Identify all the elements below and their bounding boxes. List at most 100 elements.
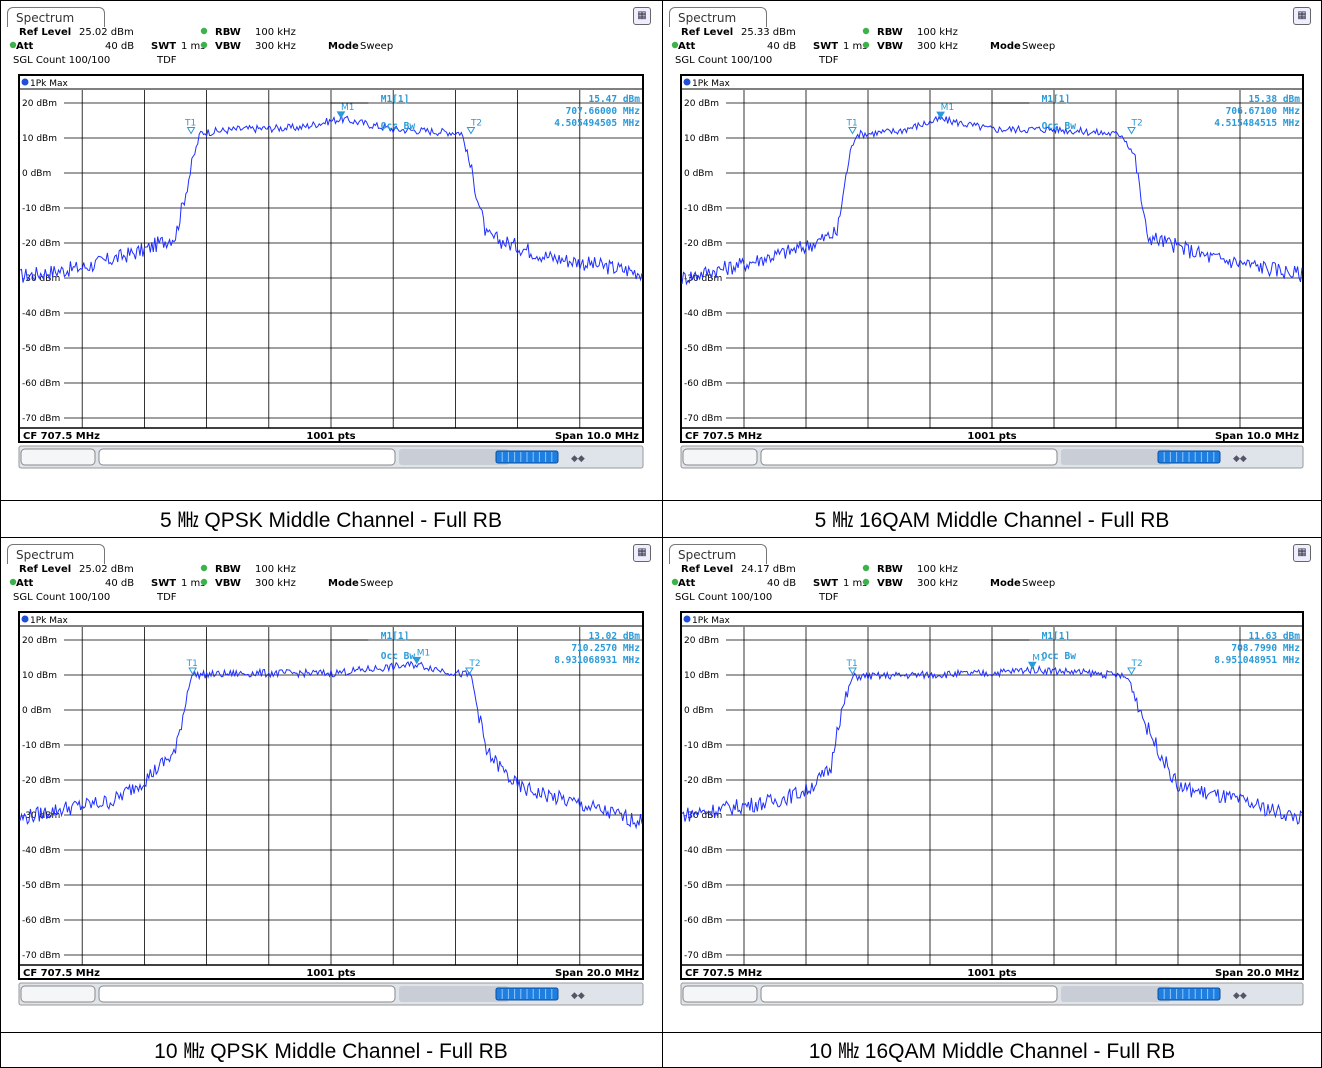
points-label: 1001 pts <box>967 968 1016 979</box>
trace-settings-icon[interactable]: ▦ <box>1293 7 1311 25</box>
marker-t1-symbol[interactable] <box>848 667 857 675</box>
y-tick-label: 0 dBm <box>22 169 51 179</box>
y-tick-label: -50 dBm <box>684 344 722 354</box>
spectrum-tab[interactable]: Spectrum <box>7 7 105 27</box>
spectrum-tab[interactable]: Spectrum <box>669 7 767 27</box>
y-tick-label: 20 dBm <box>22 99 57 109</box>
spectrum-tab[interactable]: Spectrum <box>669 544 767 564</box>
marker-t2-label: T2 <box>468 659 480 669</box>
y-tick-label: -30 dBm <box>22 811 60 821</box>
marker-m1-symbol[interactable] <box>1027 661 1037 670</box>
y-tick-label: 0 dBm <box>684 169 713 179</box>
y-tick-label: -20 dBm <box>22 239 60 249</box>
status-field-2 <box>760 448 1058 466</box>
y-tick-label: -60 dBm <box>684 379 722 389</box>
marker-m1-label: M1 <box>417 648 431 658</box>
m1-frequency: 706.67100 MHz <box>1226 106 1301 117</box>
header-vbw-label: VBW <box>215 578 241 589</box>
spectrum-screenshot-3: Spectrum ▦ Ref Level 25.02 dBm Att 40 dB SWT 1 … <box>5 542 657 1027</box>
header-ref-level: 25.02 dBm <box>79 564 134 575</box>
header-vbw: 300 kHz <box>255 578 296 589</box>
header-rbw-label: RBW <box>215 27 241 38</box>
header-att-label: Att <box>16 578 34 589</box>
trace-1pk-max <box>681 664 1303 825</box>
header-rbw: 100 kHz <box>917 564 958 575</box>
status-field-3 <box>1061 986 1171 1002</box>
m1-readout-label: M1[1] <box>381 631 410 642</box>
header-mode-label: Mode <box>328 41 359 52</box>
marker-t2-symbol[interactable] <box>466 127 476 135</box>
y-tick-label: -50 dBm <box>22 344 60 354</box>
occbw-label: Occ Bw <box>381 121 416 132</box>
y-tick-label: -40 dBm <box>684 846 722 856</box>
marker-t2-label: T2 <box>470 119 482 129</box>
header-att: 40 dB <box>105 578 135 589</box>
header-swt: 1 ms <box>843 41 868 52</box>
header-att: 40 dB <box>105 41 135 52</box>
header-swt-label: SWT <box>151 578 177 589</box>
m1-level: 13.02 dBm <box>589 631 641 642</box>
svg-text:◆◆: ◆◆ <box>1233 991 1247 1001</box>
y-tick-label: -30 dBm <box>684 274 722 284</box>
spectrum-tab[interactable]: Spectrum <box>7 544 105 564</box>
marker-m1-symbol[interactable] <box>936 111 945 120</box>
y-tick-label: -10 dBm <box>684 741 722 751</box>
trace-dot <box>683 615 691 623</box>
trace-settings-icon[interactable]: ▦ <box>633 7 651 25</box>
marker-t1-symbol[interactable] <box>848 127 857 135</box>
status-dot <box>9 41 17 49</box>
span-label: Span 10.0 MHz <box>1215 431 1299 442</box>
trace-settings-icon[interactable]: ▦ <box>1293 544 1311 562</box>
header-mode: Sweep <box>360 41 394 52</box>
spectrum-screenshot-4: Spectrum ▦ Ref Level 24.17 dBm Att 40 dB SWT 1 … <box>667 542 1317 1027</box>
y-tick-label: 20 dBm <box>684 636 719 646</box>
header-vbw-label: VBW <box>877 41 903 52</box>
svg-text:◆◆: ◆◆ <box>571 991 585 1001</box>
header-swt: 1 ms <box>843 578 868 589</box>
y-tick-label: 20 dBm <box>684 99 719 109</box>
status-field-3 <box>399 986 509 1002</box>
occupied-bandwidth: 8.931068931 MHz <box>554 655 640 666</box>
status-dot <box>200 564 208 572</box>
panel-caption: 5 ㎒ 16QAM Middle Channel - Full RB <box>814 508 1170 532</box>
header-att-label: Att <box>678 41 696 52</box>
span-label: Span 10.0 MHz <box>555 431 639 442</box>
m1-level: 11.63 dBm <box>1249 631 1301 642</box>
m1-frequency: 710.2570 MHz <box>571 643 640 654</box>
marker-t1-symbol[interactable] <box>186 127 196 135</box>
m1-frequency: 708.7990 MHz <box>1231 643 1300 654</box>
header-tdf: TDF <box>819 55 839 66</box>
m1-level: 15.38 dBm <box>1249 94 1301 105</box>
occupied-bandwidth: 4.515484515 MHz <box>1214 118 1300 129</box>
status-dot <box>200 41 208 49</box>
header-tdf: TDF <box>157 592 177 603</box>
trace-settings-icon[interactable]: ▦ <box>633 544 651 562</box>
header-swt: 1 ms <box>181 41 206 52</box>
y-tick-label: -10 dBm <box>22 204 60 214</box>
header-vbw: 300 kHz <box>917 578 958 589</box>
marker-t2-symbol[interactable] <box>1127 127 1136 135</box>
marker-t2-symbol[interactable] <box>465 667 474 675</box>
y-tick-label: -30 dBm <box>684 811 722 821</box>
header-tdf: TDF <box>157 55 177 66</box>
marker-t1-symbol[interactable] <box>188 667 197 675</box>
y-tick-label: -40 dBm <box>22 309 60 319</box>
trace-1pk-max <box>681 115 1303 286</box>
spectrum-plot: 1Pk Max 20 dBm 10 dBm 0 dBm -10 dBm -20 dBm -3… <box>671 27 1304 469</box>
marker-t1-label: T1 <box>184 119 196 129</box>
marker-m1-symbol[interactable] <box>336 111 346 119</box>
y-tick-label: -70 dBm <box>684 951 722 961</box>
occbw-label: Occ Bw <box>381 651 416 662</box>
marker-t2-symbol[interactable] <box>1127 667 1136 675</box>
marker-t1-label: T1 <box>846 659 858 669</box>
trace-label: 1Pk Max <box>30 79 69 89</box>
header-ref-level: 25.02 dBm <box>79 27 134 38</box>
status-field-2 <box>98 985 396 1003</box>
trace-label: 1Pk Max <box>30 616 69 626</box>
y-tick-label: -70 dBm <box>22 414 60 424</box>
center-frequency-label: CF 707.5 MHz <box>685 968 762 979</box>
marker-m1-symbol[interactable] <box>412 656 422 665</box>
header-vbw-label: VBW <box>215 41 241 52</box>
status-field-1 <box>682 448 758 466</box>
